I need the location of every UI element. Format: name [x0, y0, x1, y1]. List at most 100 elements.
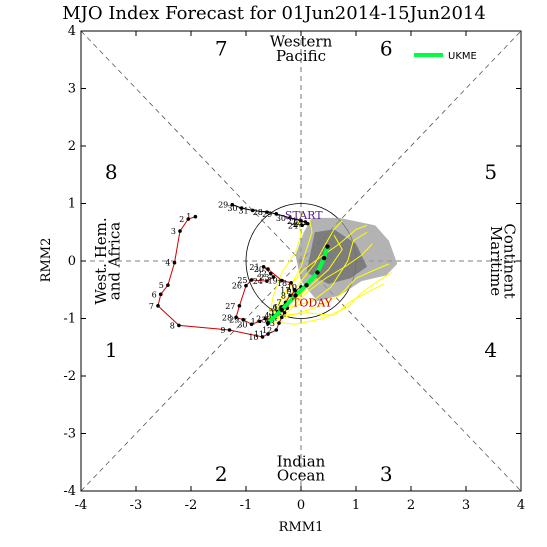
data-point-observed-previous-40-days-1	[193, 214, 198, 219]
day-label-observed-previous-40-days-10: 10	[248, 333, 258, 342]
day-label-observed-previous-40-days-36: 6	[273, 303, 278, 312]
data-point-ukme-7	[325, 244, 330, 249]
data-point-observed-previous-40-days-9	[227, 328, 232, 332]
day-label-observed-previous-40-days-23: 23	[259, 273, 269, 282]
day-label-observed-previous-40-days-39: 9	[286, 287, 291, 296]
day-label-observed-recent-1: 29	[218, 201, 228, 210]
day-label-observed-previous-40-days-1: 1	[186, 213, 191, 222]
data-point-observed-previous-40-days-29	[241, 317, 246, 322]
day-label-observed-recent-8: 22	[291, 218, 301, 227]
day-label-observed-previous-40-days-29: 29	[229, 316, 239, 325]
y-axis-label: RMM2	[39, 238, 54, 283]
day-label-observed-recent-7: 21	[287, 217, 297, 226]
data-point-observed-previous-40-days-38	[288, 293, 292, 298]
region-top-line1: Western	[270, 33, 333, 51]
day-label-observed-previous-40-days-37: 7	[277, 298, 282, 307]
day-label-observed-recent-10: 24	[288, 221, 298, 230]
day-label-observed-recent-4: 28	[253, 208, 263, 217]
data-point-observed-previous-40-days-5	[166, 283, 170, 287]
day-label-observed-previous-40-days-32: 2	[256, 315, 261, 324]
data-point-observed-previous-40-days-32	[263, 316, 268, 321]
region-right-line2: Continent	[501, 223, 519, 298]
data-point-observed-previous-40-days-2	[186, 217, 191, 221]
day-label-observed-previous-40-days-20: 20	[254, 265, 264, 274]
day-label-observed-recent-5: 29	[262, 210, 272, 219]
data-point-ukme-4	[304, 282, 309, 288]
phase-number-4: 4	[484, 338, 497, 362]
data-point-ukme-1	[265, 320, 271, 326]
data-point-observed-recent-6	[288, 216, 292, 220]
day-label-observed-previous-40-days-31: 1	[251, 317, 256, 326]
day-label-observed-previous-40-days-11: 11	[254, 330, 264, 339]
y-tick-label-2: -2	[63, 369, 76, 384]
phase-number-7: 7	[215, 36, 228, 60]
y-tick-label-0: -4	[63, 484, 76, 499]
day-label-observed-previous-40-days-3: 3	[171, 227, 176, 236]
phase-number-5: 5	[484, 160, 497, 184]
ensemble-member-4	[267, 263, 390, 322]
data-point-observed-previous-40-days-10	[260, 335, 265, 339]
day-label-observed-recent-9: 23	[293, 220, 303, 229]
data-point-observed-previous-40-days-27	[237, 304, 242, 308]
x-tick-label-2: -2	[185, 498, 198, 513]
y-tick-label-6: 2	[68, 139, 76, 154]
day-label-observed-previous-40-days-33: 3	[262, 316, 267, 325]
day-label-observed-previous-40-days-24: 24	[253, 277, 263, 286]
day-label-observed-previous-40-days-21: 21	[249, 263, 259, 272]
data-point-observed-recent-1	[230, 202, 235, 207]
data-point-observed-recent-2	[239, 206, 244, 210]
day-label-observed-previous-40-days-12: 12	[262, 326, 272, 335]
data-point-observed-previous-40-days-11	[266, 332, 270, 336]
annotation-start: START	[285, 209, 323, 222]
x-axis-label: RMM1	[279, 520, 324, 535]
data-point-observed-previous-40-days-3	[178, 229, 182, 233]
data-point-observed-recent-7	[299, 218, 303, 223]
ensemble-member-2	[267, 243, 373, 322]
region-bottom-line2: Ocean	[277, 467, 326, 485]
day-label-observed-previous-40-days-22: 22	[257, 270, 267, 279]
phase-number-1: 1	[105, 338, 118, 362]
plot-area: 1234567891011121314151617181920212223242…	[63, 24, 525, 513]
phase-number-8: 8	[105, 160, 118, 184]
data-point-ukme-3	[293, 293, 298, 298]
day-label-observed-previous-40-days-38: 8	[281, 292, 286, 301]
data-point-observed-previous-40-days-25	[249, 278, 254, 282]
x-tick-label-1: -3	[130, 498, 143, 513]
phase-number-2: 2	[215, 462, 228, 486]
y-tick-label-5: 1	[68, 197, 76, 212]
data-point-observed-previous-40-days-22	[268, 271, 273, 276]
legend: UKME	[414, 51, 477, 62]
region-bottom-line1: Indian	[277, 452, 326, 470]
day-label-observed-recent-2: 30	[227, 204, 237, 213]
ensemble-member-5	[267, 211, 305, 322]
data-point-observed-previous-40-days-19	[279, 278, 284, 283]
y-tick-label-4: 0	[68, 254, 76, 269]
day-label-observed-previous-40-days-2: 2	[179, 215, 184, 224]
data-point-observed-recent-10	[300, 223, 304, 228]
day-label-observed-previous-40-days-40: 10	[287, 283, 297, 292]
x-tick-label-7: 3	[462, 498, 470, 513]
data-point-observed-recent-4	[265, 210, 269, 214]
region-left-line1: West. Hem.	[92, 217, 110, 304]
y-tick-label-1: -3	[63, 427, 76, 442]
chart-title: MJO Index Forecast for 01Jun2014-15Jun20…	[62, 3, 486, 24]
data-point-observed-recent-5	[274, 212, 279, 216]
data-point-ukme-6	[321, 255, 327, 261]
day-label-observed-previous-40-days-35: 5	[269, 308, 274, 317]
day-label-observed-previous-40-days-27: 27	[225, 302, 235, 311]
x-tick-label-8: 4	[517, 498, 525, 513]
y-tick-label-7: 3	[68, 82, 76, 97]
data-point-observed-previous-40-days-15	[282, 310, 287, 315]
day-label-observed-previous-40-days-17: 17	[280, 286, 290, 295]
day-label-observed-previous-40-days-7: 7	[149, 302, 154, 311]
data-point-observed-previous-40-days-4	[172, 260, 177, 265]
region-left-line2: and Africa	[106, 222, 124, 300]
data-point-observed-recent-3	[250, 208, 255, 213]
data-point-observed-previous-40-days-23	[271, 275, 276, 279]
x-tick-label-6: 2	[407, 498, 415, 513]
phase-number-6: 6	[380, 36, 393, 60]
y-tick-label-8: 4	[68, 24, 76, 39]
data-point-observed-previous-40-days-24	[265, 279, 269, 283]
y-tick-label-3: -1	[63, 312, 76, 327]
